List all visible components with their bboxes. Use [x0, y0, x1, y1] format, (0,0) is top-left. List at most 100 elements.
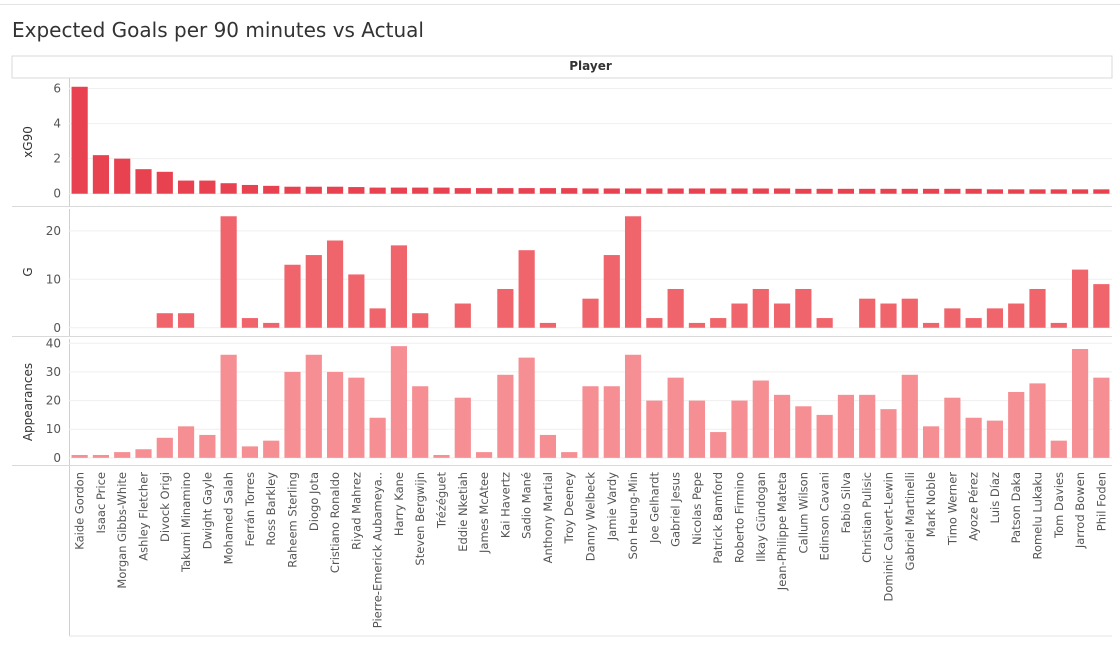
bar-g	[646, 318, 663, 328]
x-tick-label: Harry Kane	[392, 472, 406, 536]
bar-g	[1008, 303, 1025, 328]
bar-xg90	[816, 188, 833, 194]
bar-appearances	[241, 446, 259, 458]
bar-appearances	[773, 394, 791, 458]
x-tick-label: Takumi Minamino	[179, 472, 193, 573]
x-tick-label: Jarrod Bowen	[1073, 472, 1087, 549]
y-tick-label: 6	[53, 82, 61, 96]
bar-appearances	[582, 386, 599, 458]
bar-appearances	[199, 434, 216, 458]
bar-appearances	[539, 434, 557, 458]
x-tick-label: Ayoze Pérez	[967, 472, 981, 541]
bar-xg90	[241, 184, 259, 194]
x-tick-label: James McAtee	[477, 472, 491, 554]
bar-appearances	[922, 426, 940, 458]
bar-xg90	[390, 187, 408, 194]
bar-appearances	[837, 394, 855, 458]
bar-xg90	[369, 187, 386, 194]
bar-g	[326, 240, 344, 328]
bar-xg90	[582, 188, 599, 194]
x-tick-label: Troy Deeney	[562, 472, 576, 545]
column-header-box	[11, 55, 1113, 79]
x-tick-label: Mark Noble	[924, 472, 938, 537]
bar-xg90	[752, 188, 769, 194]
bar-g	[922, 322, 940, 328]
bar-xg90	[965, 188, 982, 194]
bar-xg90	[92, 155, 110, 194]
x-tick-label: Morgan Gibbs-White	[115, 472, 129, 589]
bar-appearances	[1029, 383, 1046, 458]
bar-g	[1071, 269, 1089, 328]
y-tick-label: 20	[46, 394, 61, 408]
bar-g	[688, 322, 706, 328]
x-tick-label: Romelu Lukaku	[1031, 472, 1045, 560]
bar-appearances	[518, 357, 535, 458]
bar-xg90	[305, 186, 322, 194]
y-tick-label: 0	[53, 451, 61, 465]
bar-appearances	[475, 452, 493, 458]
bar-g	[1093, 284, 1110, 328]
bar-appearances	[795, 406, 812, 458]
y-tick-label: 40	[46, 336, 61, 350]
x-tick-label: Mohamed Salah	[222, 472, 236, 564]
bar-g	[965, 318, 982, 328]
y-tick-label: 2	[53, 152, 61, 166]
bar-g	[859, 298, 876, 328]
bar-g	[518, 250, 535, 328]
x-tick-label: Jean-Philippe Mateta	[775, 472, 789, 591]
x-tick-label: Patson Daka	[1009, 472, 1023, 543]
bar-xg90	[539, 188, 557, 194]
x-tick-label: Raheem Sterling	[286, 472, 300, 568]
bar-xg90	[1008, 189, 1025, 194]
bar-appearances	[348, 377, 365, 458]
bar-appearances	[901, 374, 918, 458]
bar-xg90	[412, 187, 429, 194]
bar-xg90	[518, 188, 535, 194]
x-tick-label: Patrick Bamford	[711, 472, 725, 564]
x-tick-label: Ashley Fletcher	[137, 472, 151, 561]
x-tick-label: Luis Díaz	[988, 472, 1002, 523]
bar-xg90	[773, 188, 791, 194]
bar-appearances	[816, 414, 833, 458]
bar-xg90	[220, 183, 237, 194]
top-border	[0, 4, 1120, 5]
chart-panels: 0 2 4 6 xG90 0 10 20 G 0 10 20 30 40 Appearances	[12, 78, 1112, 466]
bar-appearances	[263, 440, 280, 458]
x-tick-label: Riyad Mahrez	[349, 472, 363, 550]
bar-g	[731, 303, 748, 328]
bar-appearances	[284, 371, 301, 458]
bar-appearances	[1050, 440, 1067, 458]
bar-g	[582, 298, 599, 328]
y-axis-title-xg90: xG90	[21, 126, 35, 158]
bar-appearances	[326, 371, 344, 458]
x-tick-label: Christian Pulisic	[860, 472, 874, 563]
x-tick-label: Ross Barkley	[264, 472, 278, 546]
bar-xg90	[731, 188, 748, 194]
panel-appearances: 0 10 20 30 40 Appearances	[12, 336, 1112, 466]
bar-appearances	[624, 354, 642, 458]
bar-g	[220, 216, 237, 328]
bar-appearances	[369, 417, 386, 458]
x-axis-labels: Kaide Gordon Isaac Price Morgan Gibbs-Whit…	[73, 472, 1109, 629]
bar-xg90	[837, 188, 855, 194]
bar-xg90	[156, 171, 173, 194]
bar-xg90	[454, 188, 471, 194]
y-tick-label: 30	[46, 365, 61, 379]
bar-appearances	[454, 397, 471, 458]
chart-frame: Player	[11, 55, 1113, 637]
panel-g: 0 10 20 G	[12, 209, 1112, 337]
x-tick-label: Timo Werner	[945, 472, 959, 546]
bar-appearances	[305, 354, 322, 458]
bar-xg90	[1050, 189, 1067, 194]
panel-xg90: 0 2 4 6 xG90	[12, 78, 1112, 207]
bar-g	[156, 313, 173, 328]
y-tick-label: 0	[53, 321, 61, 335]
bar-g	[901, 298, 918, 328]
x-tick-label: Dominic Calvert-Lewin	[882, 472, 896, 601]
bar-appearances	[965, 417, 982, 458]
bar-xg90	[135, 169, 152, 194]
bar-xg90	[710, 188, 727, 194]
bar-appearances	[156, 437, 173, 458]
bar-xg90	[667, 188, 684, 194]
